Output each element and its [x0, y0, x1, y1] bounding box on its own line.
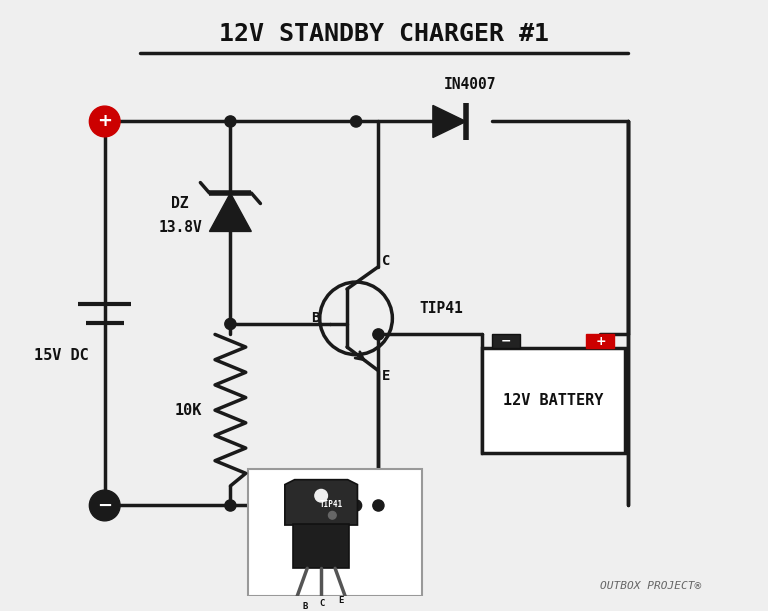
Text: B: B	[303, 602, 308, 611]
Text: E: E	[338, 596, 343, 606]
Circle shape	[372, 500, 384, 511]
Text: B: B	[311, 312, 319, 326]
Circle shape	[329, 511, 336, 519]
FancyBboxPatch shape	[482, 348, 625, 453]
Text: TIP41: TIP41	[320, 500, 343, 508]
Text: TIP41: TIP41	[419, 301, 462, 316]
Circle shape	[225, 500, 236, 511]
Text: C: C	[319, 599, 325, 608]
Text: OUTBOX PROJECT®: OUTBOX PROJECT®	[601, 580, 702, 591]
Polygon shape	[433, 106, 466, 137]
Text: 13.8V: 13.8V	[158, 220, 202, 235]
Circle shape	[372, 329, 384, 340]
Text: 12V BATTERY: 12V BATTERY	[503, 393, 604, 408]
Text: C: C	[382, 254, 390, 268]
Text: 10K: 10K	[175, 403, 202, 418]
Text: E: E	[382, 369, 390, 383]
Text: IN4007: IN4007	[443, 77, 496, 92]
Circle shape	[315, 489, 327, 502]
FancyBboxPatch shape	[492, 334, 520, 348]
Polygon shape	[285, 480, 357, 525]
Text: +: +	[595, 335, 606, 348]
Circle shape	[225, 318, 236, 329]
Circle shape	[350, 500, 362, 511]
Circle shape	[89, 490, 120, 521]
Text: DZ: DZ	[171, 196, 189, 211]
Text: −: −	[501, 335, 511, 348]
Text: +: +	[98, 112, 112, 131]
Circle shape	[350, 116, 362, 127]
FancyBboxPatch shape	[248, 469, 422, 596]
Text: −: −	[98, 497, 112, 514]
Text: 12V STANDBY CHARGER #1: 12V STANDBY CHARGER #1	[219, 22, 549, 46]
FancyBboxPatch shape	[293, 524, 349, 568]
Circle shape	[89, 106, 120, 137]
Polygon shape	[210, 193, 251, 232]
FancyBboxPatch shape	[587, 334, 614, 348]
Circle shape	[225, 116, 236, 127]
Text: 15V DC: 15V DC	[34, 348, 89, 363]
